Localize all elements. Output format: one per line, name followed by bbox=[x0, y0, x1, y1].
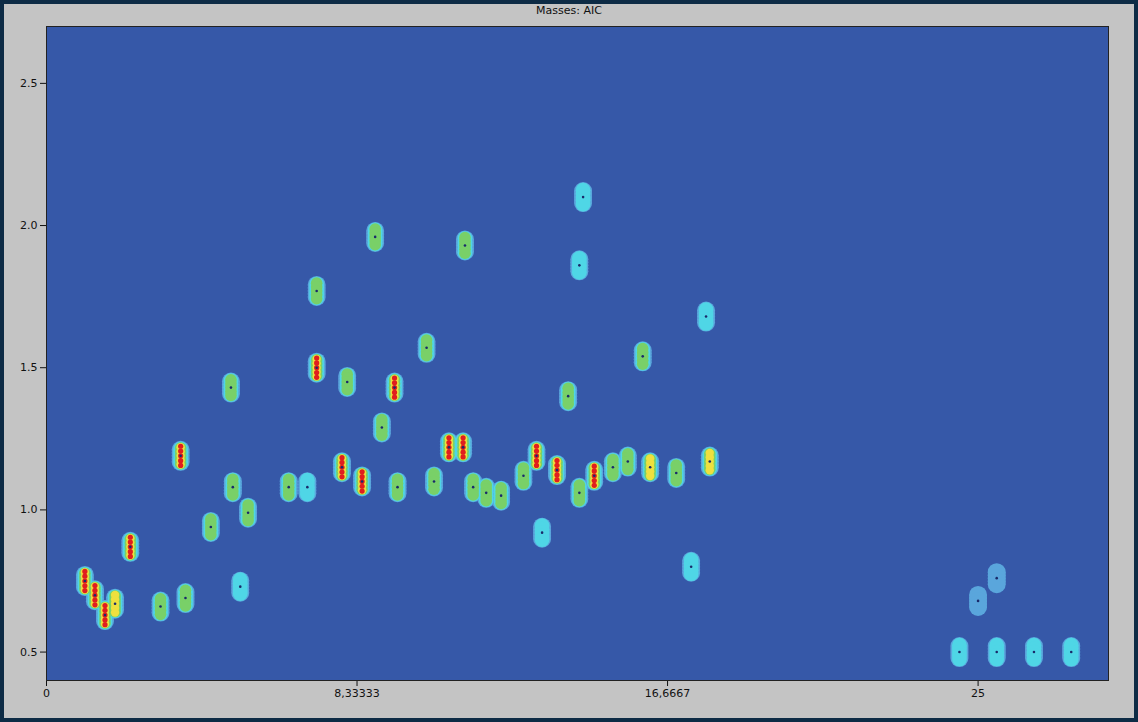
svg-text:0: 0 bbox=[43, 687, 50, 700]
svg-text:2.0: 2.0 bbox=[20, 219, 38, 232]
html-text:Masses: AIC: Masses: AIC bbox=[536, 4, 602, 17]
svg-text:1.5: 1.5 bbox=[20, 361, 38, 374]
svg-text:16,6667: 16,6667 bbox=[645, 687, 691, 700]
svg-text:1.0: 1.0 bbox=[20, 503, 38, 516]
svg-text:25: 25 bbox=[971, 687, 985, 700]
svg-text:2.5: 2.5 bbox=[20, 77, 38, 90]
svg-text:0.5: 0.5 bbox=[20, 646, 38, 659]
svg-text:8,33333: 8,33333 bbox=[334, 687, 380, 700]
